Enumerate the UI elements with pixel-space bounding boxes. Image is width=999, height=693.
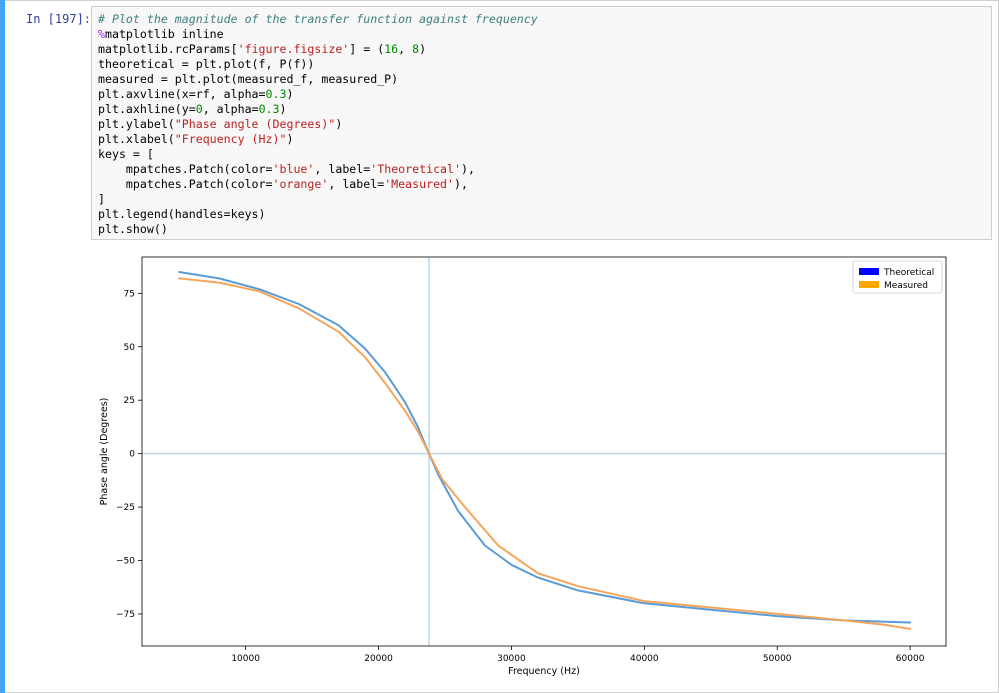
legend-swatch (859, 268, 879, 275)
code-token: , label= (328, 177, 385, 191)
code-token: matplotlib inline (104, 27, 224, 41)
code-token: plt.xlabel( (98, 132, 175, 146)
code-token: keys = [ (98, 147, 154, 161)
cell-prompt: In [197]: (26, 12, 92, 26)
code-line: mpatches.Patch(color='blue', label='Theo… (98, 162, 475, 176)
x-tick-label: 30000 (497, 654, 526, 664)
code-token: 16 (384, 42, 399, 56)
code-line: ] (98, 192, 105, 206)
x-tick-label: 60000 (896, 654, 925, 664)
y-tick-label: −25 (116, 503, 135, 513)
code-token: 'figure.figsize' (237, 42, 350, 56)
x-tick-label: 40000 (630, 654, 659, 664)
code-line: plt.xlabel("Frequency (Hz)") (98, 132, 293, 146)
y-tick-label: −75 (116, 610, 135, 620)
y-axis-label: Phase angle (Degrees) (99, 398, 110, 506)
y-tick-label: 0 (129, 450, 135, 460)
code-token: % (98, 27, 105, 41)
plot-frame (141, 256, 947, 647)
code-line: plt.axvline(x=rf, alpha=0.3) (98, 87, 293, 101)
code-token: 'blue' (272, 162, 315, 176)
code-line: mpatches.Patch(color='orange', label='Me… (98, 177, 468, 191)
legend-label: Measured (884, 281, 928, 291)
code-token: , label= (314, 162, 371, 176)
phase-chart: 10000 20000 30000 40000 50000 60000 75 50 25 0 −25… (99, 256, 947, 677)
code-token: plt.ylabel( (98, 117, 175, 131)
code-line: # Plot the magnitude of the transfer fun… (98, 12, 538, 26)
code-token: 8 (412, 42, 420, 56)
code-token: 0 (195, 102, 203, 116)
code-token: 'orange' (272, 177, 329, 191)
y-tick-label: −50 (116, 557, 135, 567)
code-token: , (398, 42, 413, 56)
code-token: plt.show() (98, 222, 168, 236)
code-token: mpatches.Patch(color= (98, 162, 273, 176)
code-editor[interactable]: # Plot the magnitude of the transfer fun… (91, 6, 992, 240)
cell-selection-bar (0, 0, 5, 693)
code-token: # Plot the magnitude of the transfer fun… (98, 12, 538, 26)
cell-output: 10000 20000 30000 40000 50000 60000 75 50 25 0 −25… (91, 247, 997, 687)
code-token: ) (286, 87, 294, 101)
code-token: ) (286, 132, 294, 146)
code-token: matplotlib.rcParams[ (98, 42, 238, 56)
y-tick-label: 25 (124, 396, 135, 406)
legend-label: Theoretical (883, 268, 934, 278)
legend-swatch (859, 281, 879, 288)
code-token: mpatches.Patch(color= (98, 177, 273, 191)
code-line: theoretical = plt.plot(f, P(f)) (98, 57, 314, 71)
code-token: ] (98, 192, 105, 206)
code-token: , alpha= (202, 102, 259, 116)
code-token: 0.3 (258, 102, 280, 116)
code-token: ) (279, 102, 287, 116)
y-tick-label: 50 (124, 343, 136, 353)
code-token: "Frequency (Hz)" (174, 132, 287, 146)
code-token: plt.axvline(x=rf, alpha= (98, 87, 266, 101)
code-token: ), (454, 177, 468, 191)
code-token: "Phase angle (Degrees)" (174, 117, 336, 131)
series-line-1 (178, 277, 912, 630)
code-token: theoretical = plt.plot(f, P(f)) (98, 57, 315, 71)
code-text[interactable]: # Plot the magnitude of the transfer fun… (98, 12, 538, 237)
code-token: ) (335, 117, 343, 131)
code-token: 0.3 (265, 87, 287, 101)
x-tick-label: 20000 (364, 654, 393, 664)
code-token: 'Theoretical' (370, 162, 461, 176)
code-token: plt.legend(handles=keys) (98, 207, 266, 221)
x-tick-label: 50000 (763, 654, 792, 664)
legend: Theoretical Measured (852, 260, 943, 294)
code-line: %matplotlib inline (98, 27, 224, 41)
code-token: ), (461, 162, 475, 176)
code-line: plt.ylabel("Phase angle (Degrees)") (98, 117, 342, 131)
code-line: matplotlib.rcParams['figure.figsize'] = … (98, 42, 426, 56)
code-line: measured = plt.plot(measured_f, measured… (98, 72, 398, 86)
code-token: plt.axhline(y= (98, 102, 196, 116)
code-token: ) (419, 42, 427, 56)
code-token: 'Measured' (384, 177, 455, 191)
x-axis-label: Frequency (Hz) (508, 666, 580, 677)
code-line: plt.show() (98, 222, 168, 236)
y-tick-label: 75 (124, 289, 135, 299)
code-line: keys = [ (98, 147, 154, 161)
x-tick-label: 10000 (231, 654, 260, 664)
series-line-0 (178, 271, 912, 624)
code-line: plt.axhline(y=0, alpha=0.3) (98, 102, 287, 116)
code-token: measured = plt.plot(measured_f, measured… (98, 72, 399, 86)
code-token: ] = ( (349, 42, 385, 56)
code-line: plt.legend(handles=keys) (98, 207, 266, 221)
